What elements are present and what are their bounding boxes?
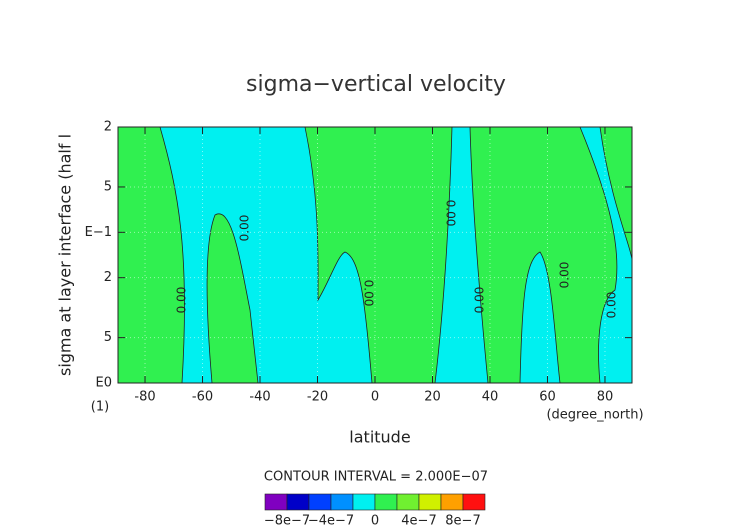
colorbar-label: −8e−7 <box>264 514 310 529</box>
colorbar-box <box>418 493 442 511</box>
contour-interval: CONTOUR INTERVAL = 2.000E−07 <box>264 470 488 485</box>
colorbar-box <box>308 493 332 511</box>
x-tick-label: 60 <box>539 390 556 405</box>
contour-label: 0.00 <box>362 280 376 307</box>
x-tick-label: -60 <box>192 390 213 405</box>
x-tick-label: 0 <box>371 390 379 405</box>
y-axis-label: sigma at layer interface (half l <box>56 134 75 376</box>
colorbar-box <box>264 493 288 511</box>
contour-label: 0.00 <box>605 292 619 319</box>
contour-field <box>118 127 632 383</box>
x-axis-label: latitude <box>349 428 410 447</box>
y-tick-label: 2 <box>104 120 112 135</box>
colorbar-label: 8e−7 <box>445 514 480 529</box>
contour-region <box>118 127 185 383</box>
y-tick-label: 5 <box>104 330 112 345</box>
y-tick-label: E−1 <box>85 225 112 240</box>
contour-region <box>206 213 259 383</box>
colorbar-box <box>352 493 376 511</box>
contour-label: 0.00 <box>473 287 487 314</box>
chart-title: sigma−vertical velocity <box>246 72 506 97</box>
y-tick-label: 2 <box>104 270 112 285</box>
colorbar-box <box>440 493 464 511</box>
colorbar-label: 4e−7 <box>401 514 436 529</box>
y-units: (1) <box>91 400 109 415</box>
y-tick-label: E0 <box>96 376 113 391</box>
contour-region <box>469 127 618 383</box>
y-tick-label: 5 <box>104 179 112 194</box>
contour-label: 0.00 <box>175 287 189 314</box>
colorbar-label: 0 <box>371 514 379 529</box>
contour-label: 0.00 <box>238 215 252 242</box>
x-tick-label: -40 <box>249 390 270 405</box>
colorbar-box <box>462 493 486 511</box>
contour-label: 0.00 <box>558 262 572 289</box>
x-tick-label: 80 <box>597 390 614 405</box>
colorbar-box <box>286 493 310 511</box>
contour-label: 0.00 <box>444 200 458 227</box>
colorbar-box <box>330 493 354 511</box>
x-tick-label: 20 <box>424 390 441 405</box>
colorbar-box <box>396 493 420 511</box>
colorbar-label: −4e−7 <box>308 514 354 529</box>
x-tick-label: 40 <box>482 390 499 405</box>
x-tick-label: -20 <box>307 390 328 405</box>
x-units: (degree_north) <box>546 408 643 423</box>
x-tick-label: -80 <box>134 390 155 405</box>
colorbar-box <box>374 493 398 511</box>
